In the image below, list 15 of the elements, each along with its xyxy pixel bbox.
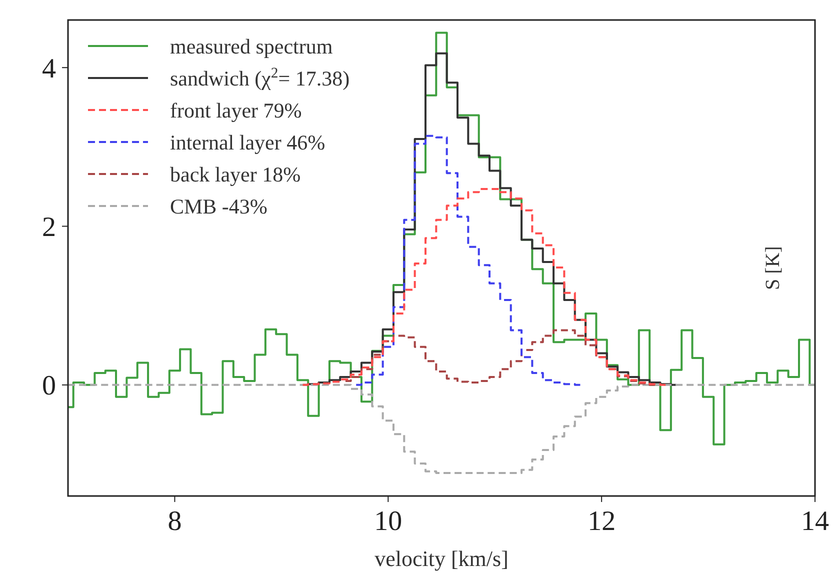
x-tick-label: 14 [801, 506, 829, 537]
y-tick-label: 4 [42, 53, 56, 84]
x-tick-label: 12 [588, 506, 616, 537]
legend-label: back layer 18% [170, 162, 301, 186]
legend-label: measured spectrum [170, 34, 333, 58]
y-tick-label: 0 [42, 370, 56, 402]
y-tick-label: 2 [42, 212, 56, 244]
annotation: S [K] [762, 246, 784, 290]
x-tick-label: 8 [168, 506, 182, 537]
legend-label: front layer 79% [170, 98, 302, 122]
x-axis-title: velocity [km/s] [374, 546, 508, 571]
legend-label: internal layer 46% [170, 130, 326, 154]
legend-label: CMB -43% [170, 194, 268, 218]
x-tick-label: 10 [374, 506, 402, 537]
legend-label: sandwich (χ$^{2}$= 17.38) [170, 65, 350, 90]
